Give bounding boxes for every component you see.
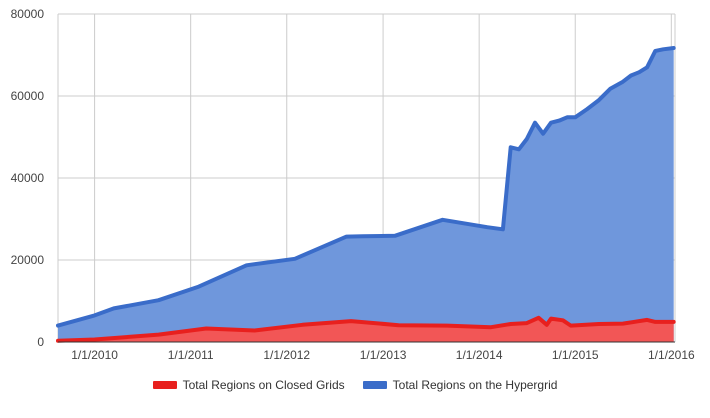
line-total-regions-on-the-hypergrid [56,46,676,328]
x-tick-label: 1/1/2015 [552,348,599,362]
x-tick-label: 1/1/2013 [360,348,407,362]
x-tick-label: 1/1/2010 [71,348,118,362]
line-total-regions-on-closed-grids [56,315,676,343]
x-tick-label: 1/1/2011 [168,348,214,362]
legend-swatch-closed-grids [152,381,177,389]
series-areas [56,46,676,343]
legend-item-hypergrid[interactable]: Total Regions on the Hypergrid [362,376,558,394]
x-axis: 1/1/2010 1/1/2011 1/1/2012 1/1/2013 1/1/2014… [71,348,695,362]
y-tick-label: 0 [37,335,44,349]
x-tick-label: 1/1/2012 [263,348,310,362]
x-tick-label: 1/1/2016 [648,348,695,362]
y-tick-label: 60000 [11,89,45,103]
y-axis: 0 20000 40000 60000 80000 [11,7,45,349]
y-tick-label: 20000 [11,253,45,267]
legend-item-closed-grids[interactable]: Total Regions on Closed Grids [152,376,345,394]
legend-label-hypergrid: Total Regions on the Hypergrid [392,378,558,392]
y-tick-label: 80000 [11,7,45,21]
legend-swatch-hypergrid [362,381,387,389]
x-tick-label: 1/1/2014 [456,348,503,362]
area-total-regions-on-the-hypergrid [58,48,674,342]
legend-label-closed-grids: Total Regions on Closed Grids [182,378,345,392]
y-tick-label: 40000 [11,171,45,185]
legend: Total Regions on Closed Grids Total Regi… [0,376,710,394]
